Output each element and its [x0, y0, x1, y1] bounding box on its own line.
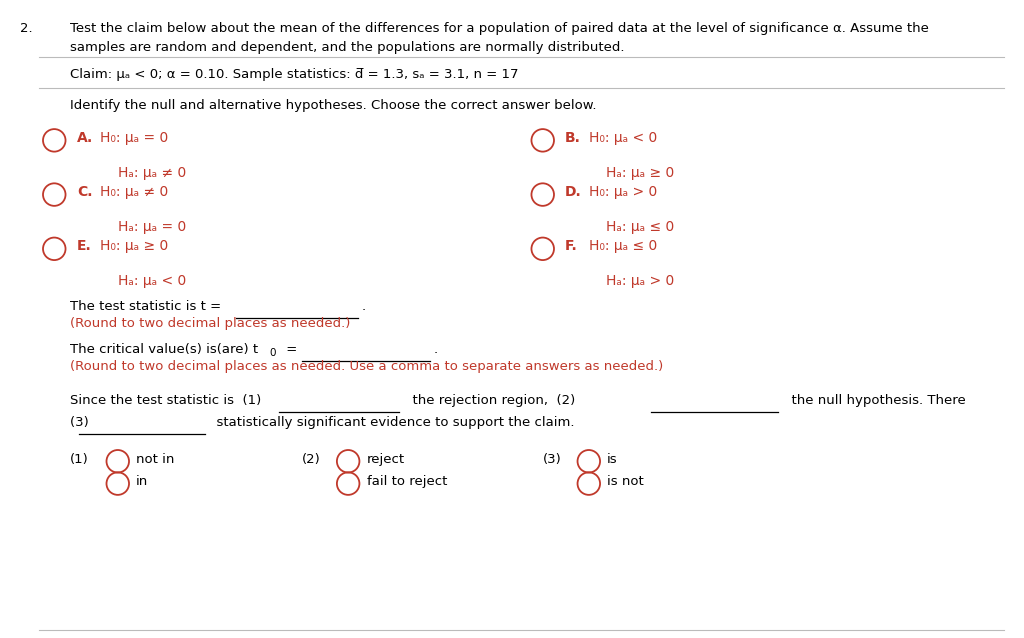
Text: The critical value(s) is(are) t: The critical value(s) is(are) t: [70, 343, 258, 356]
Text: (1): (1): [70, 453, 88, 466]
Text: Hₐ: μₐ ≠ 0: Hₐ: μₐ ≠ 0: [118, 166, 186, 180]
Text: =: =: [282, 343, 301, 356]
Text: B.: B.: [565, 131, 582, 145]
Text: Claim: μₐ < 0; α = 0.10. Sample statistics: d̅ = 1.3, sₐ = 3.1, n = 17: Claim: μₐ < 0; α = 0.10. Sample statisti…: [70, 68, 518, 81]
Text: .: .: [433, 343, 437, 356]
Text: is not: is not: [607, 475, 644, 488]
Text: is: is: [607, 453, 617, 466]
Text: (Round to two decimal places as needed.): (Round to two decimal places as needed.): [70, 317, 350, 330]
Text: (3): (3): [70, 416, 92, 429]
Text: in: in: [136, 475, 148, 488]
Text: 2.: 2.: [20, 22, 33, 35]
Text: (Round to two decimal places as needed. Use a comma to separate answers as neede: (Round to two decimal places as needed. …: [70, 360, 663, 373]
Text: H₀: μₐ < 0: H₀: μₐ < 0: [589, 131, 657, 145]
Text: Test the claim below about the mean of the differences for a population of paire: Test the claim below about the mean of t…: [70, 22, 929, 35]
Text: not in: not in: [136, 453, 174, 466]
Text: Hₐ: μₐ ≥ 0: Hₐ: μₐ ≥ 0: [606, 166, 675, 180]
Text: the null hypothesis. There: the null hypothesis. There: [783, 394, 966, 407]
Text: H₀: μₐ ≥ 0: H₀: μₐ ≥ 0: [100, 239, 169, 253]
Text: A.: A.: [77, 131, 93, 145]
Text: H₀: μₐ ≠ 0: H₀: μₐ ≠ 0: [100, 185, 169, 199]
Text: .: .: [361, 300, 366, 313]
Text: C.: C.: [77, 185, 92, 199]
Text: (3): (3): [543, 453, 561, 466]
Text: the rejection region,  (2): the rejection region, (2): [404, 394, 580, 407]
Text: H₀: μₐ > 0: H₀: μₐ > 0: [589, 185, 657, 199]
Text: (2): (2): [302, 453, 321, 466]
Text: reject: reject: [367, 453, 404, 466]
Text: Hₐ: μₐ < 0: Hₐ: μₐ < 0: [118, 274, 186, 288]
Text: Identify the null and alternative hypotheses. Choose the correct answer below.: Identify the null and alternative hypoth…: [70, 99, 596, 112]
Text: Hₐ: μₐ > 0: Hₐ: μₐ > 0: [606, 274, 675, 288]
Text: E.: E.: [77, 239, 91, 253]
Text: The test statistic is t =: The test statistic is t =: [70, 300, 225, 313]
Text: Since the test statistic is  (1): Since the test statistic is (1): [70, 394, 265, 407]
Text: D.: D.: [565, 185, 582, 199]
Text: 0: 0: [269, 348, 275, 359]
Text: statistically significant evidence to support the claim.: statistically significant evidence to su…: [208, 416, 574, 429]
Text: Hₐ: μₐ = 0: Hₐ: μₐ = 0: [118, 220, 186, 234]
Text: fail to reject: fail to reject: [367, 475, 446, 488]
Text: F.: F.: [565, 239, 578, 253]
Text: Hₐ: μₐ ≤ 0: Hₐ: μₐ ≤ 0: [606, 220, 675, 234]
Text: H₀: μₐ = 0: H₀: μₐ = 0: [100, 131, 169, 145]
Text: samples are random and dependent, and the populations are normally distributed.: samples are random and dependent, and th…: [70, 41, 625, 54]
Text: H₀: μₐ ≤ 0: H₀: μₐ ≤ 0: [589, 239, 657, 253]
